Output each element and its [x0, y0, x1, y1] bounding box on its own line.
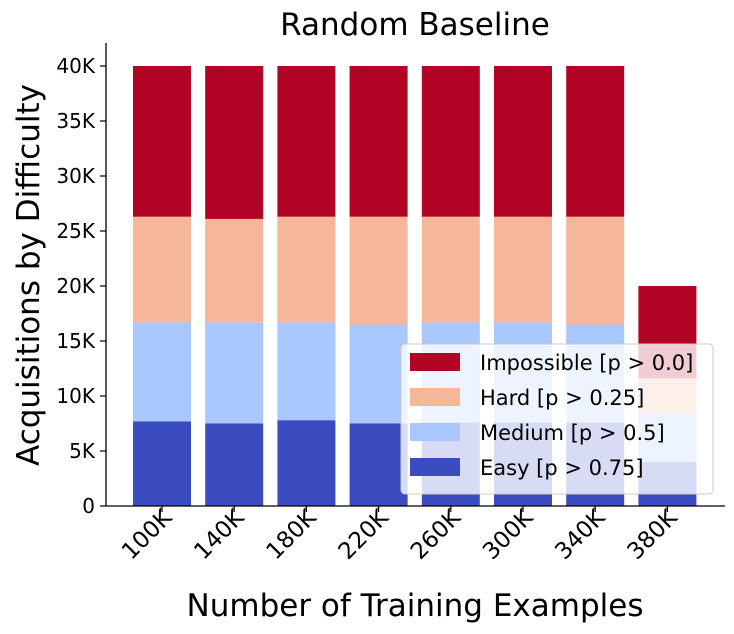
bar-impossible-260k [421, 66, 480, 217]
x-tick-label: 260K [406, 504, 467, 565]
chart-title: Random Baseline [280, 7, 550, 43]
legend-box [400, 343, 714, 495]
bar-impossible-140k [205, 66, 264, 219]
bar-hard-340k [566, 216, 625, 325]
y-tick-label: 20K [56, 274, 95, 298]
legend-swatch-easy [410, 458, 460, 476]
x-tick-label: 300K [478, 504, 539, 565]
legend-swatch-hard [410, 388, 460, 406]
bar-hard-180k [277, 216, 336, 323]
bar-hard-140k [205, 218, 264, 323]
bar-impossible-220k [349, 66, 408, 217]
bar-medium-100k [133, 322, 191, 422]
bar-hard-300k [494, 216, 552, 323]
x-ticks: 100K 140K 180K 220K 260K 300K 340K 380K [117, 504, 683, 565]
x-tick-label: 380K [623, 504, 684, 565]
y-axis-title: Acquisitions by Difficulty [11, 84, 47, 466]
bar-hard-100k [133, 216, 191, 323]
legend-swatch-medium [410, 423, 460, 441]
y-tick-label: 10K [56, 384, 95, 408]
x-tick-label: 140K [189, 504, 250, 565]
legend-label-easy: Easy [p > 0.75] [480, 456, 644, 480]
y-tick-label: 15K [56, 329, 95, 353]
bar-impossible-100k [133, 66, 191, 217]
bar-medium-220k [349, 324, 408, 424]
legend-label-hard: Hard [p > 0.25] [480, 386, 644, 410]
y-tick-label: 35K [56, 109, 95, 133]
bar-medium-140k [205, 322, 264, 424]
y-tick-label: 40K [56, 54, 95, 78]
bar-impossible-300k [494, 66, 552, 217]
y-tick-label: 0 [82, 494, 95, 518]
bar-easy-220k [349, 423, 408, 506]
bar-easy-180k [277, 420, 336, 506]
y-tick-label: 25K [56, 219, 95, 243]
legend-label-medium: Medium [p > 0.5] [480, 421, 665, 445]
bar-easy-100k [133, 421, 191, 506]
x-tick-label: 220K [334, 504, 395, 565]
x-tick-label: 340K [550, 504, 611, 565]
x-tick-label: 180K [262, 504, 323, 565]
legend-label-impossible: Impossible [p > 0.0] [480, 351, 693, 375]
y-tick-label: 30K [56, 164, 95, 188]
legend: Impossible [p > 0.0] Hard [p > 0.25] Mediu… [400, 343, 714, 495]
x-tick-label: 100K [117, 504, 178, 565]
x-axis-title: Number of Training Examples [187, 588, 644, 624]
bar-impossible-180k [277, 66, 336, 217]
bar-easy-140k [205, 423, 264, 506]
bar-medium-180k [277, 322, 336, 421]
bar-hard-260k [421, 216, 480, 323]
axes-layer [105, 43, 725, 507]
y-ticks: 0 5K 10K 15K 20K 25K 30K 35K 40K [56, 54, 106, 518]
y-tick-label: 5K [69, 439, 96, 463]
bar-hard-220k [349, 216, 408, 325]
legend-swatch-impossible [410, 353, 460, 371]
bar-impossible-340k [566, 66, 625, 217]
